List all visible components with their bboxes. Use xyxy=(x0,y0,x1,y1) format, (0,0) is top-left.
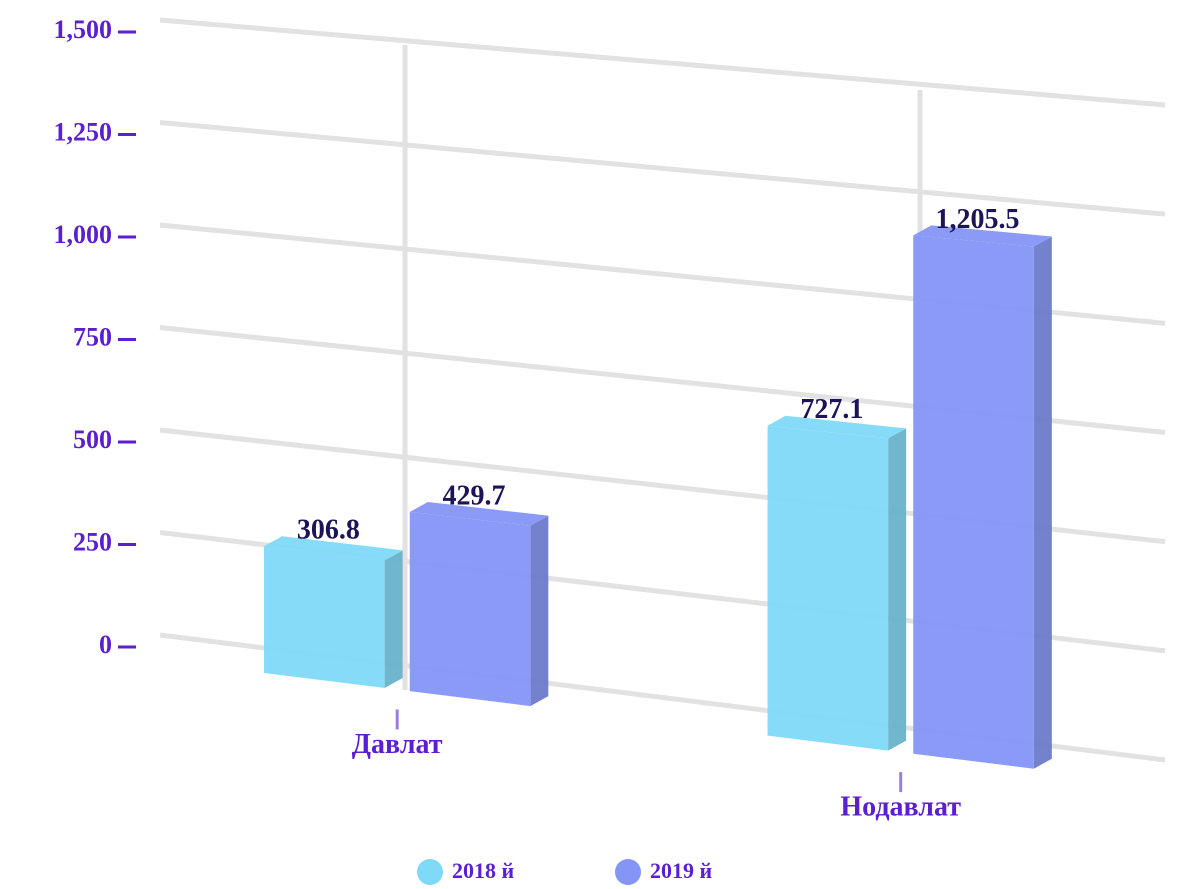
value-label: 306.8 xyxy=(297,515,360,546)
y-tick-label: 500 xyxy=(73,425,112,454)
y-tick-label: 1,500 xyxy=(54,15,113,44)
value-label: 1,205.5 xyxy=(936,204,1020,235)
bar-side xyxy=(384,550,403,688)
value-label: 727.1 xyxy=(800,394,863,425)
grid-line xyxy=(159,120,1166,217)
grid-line xyxy=(159,17,1166,108)
legend-marker xyxy=(417,859,443,885)
x-tick-label: Нодавлат xyxy=(840,792,961,823)
value-label: 429.7 xyxy=(443,480,506,511)
bar xyxy=(767,425,889,751)
bar xyxy=(409,512,531,707)
bar-side xyxy=(530,515,549,707)
bar-top xyxy=(767,415,907,439)
bar-side xyxy=(888,428,907,751)
bar-top xyxy=(913,225,1052,247)
bar-top xyxy=(409,502,549,526)
y-tick-label: 250 xyxy=(73,527,112,556)
legend-label: 2018 й xyxy=(452,858,515,883)
bar xyxy=(264,546,385,688)
bar-top xyxy=(264,536,403,561)
bar-side xyxy=(1033,236,1052,769)
y-tick-label: 1,250 xyxy=(54,117,113,146)
x-tick-label: Давлат xyxy=(352,729,443,760)
bar xyxy=(913,235,1034,769)
legend-label: 2019 й xyxy=(650,858,713,883)
y-tick-label: 0 xyxy=(99,630,112,659)
y-tick-label: 750 xyxy=(73,322,112,351)
y-tick-label: 1,000 xyxy=(54,220,113,249)
legend-marker xyxy=(615,859,641,885)
